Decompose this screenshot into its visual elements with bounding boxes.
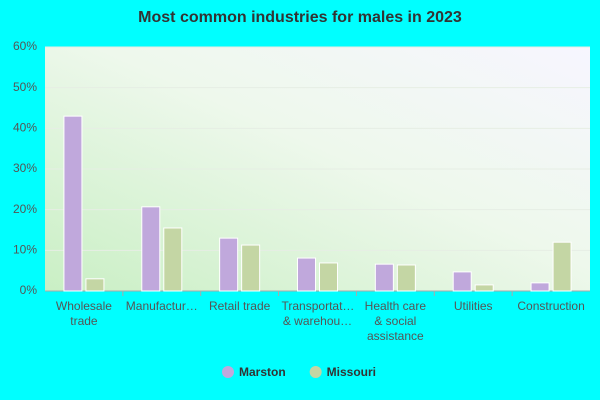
legend-label: Missouri <box>327 365 376 379</box>
y-tick-label: 0% <box>20 283 38 297</box>
x-tick-label: Construction <box>517 299 585 313</box>
bar <box>85 278 105 292</box>
y-tick-label: 40% <box>13 121 37 135</box>
bar <box>396 264 416 292</box>
x-tick-label: Transportat… & warehou… <box>281 299 355 328</box>
x-tick-label: Wholesale trade <box>55 299 112 328</box>
bar <box>319 262 338 292</box>
x-tick-label: Health care & social assistance <box>364 299 427 343</box>
bar <box>474 284 494 292</box>
bar <box>241 244 261 292</box>
legend-marker <box>222 366 234 378</box>
y-tick-label: 50% <box>13 80 37 94</box>
bar <box>530 282 550 292</box>
bar <box>163 227 183 292</box>
bar <box>141 206 161 292</box>
x-tick-label: Utilities <box>453 299 493 313</box>
bar <box>63 115 83 292</box>
x-tick-label: Retail trade <box>208 299 271 313</box>
legend-label: Marston <box>239 365 286 379</box>
bar <box>297 257 316 292</box>
legend-marker <box>309 366 322 378</box>
x-tick-label: Manufactur… <box>125 299 198 313</box>
bar <box>552 241 572 292</box>
bar <box>219 237 239 292</box>
bar <box>452 271 472 292</box>
y-tick-label: 10% <box>13 243 37 257</box>
y-tick-label: 60% <box>13 39 37 53</box>
y-tick-label: 30% <box>13 161 37 175</box>
bar <box>374 263 394 292</box>
chart-title: Most common industries for males in 2023 <box>138 9 462 26</box>
y-tick-label: 20% <box>13 202 37 216</box>
